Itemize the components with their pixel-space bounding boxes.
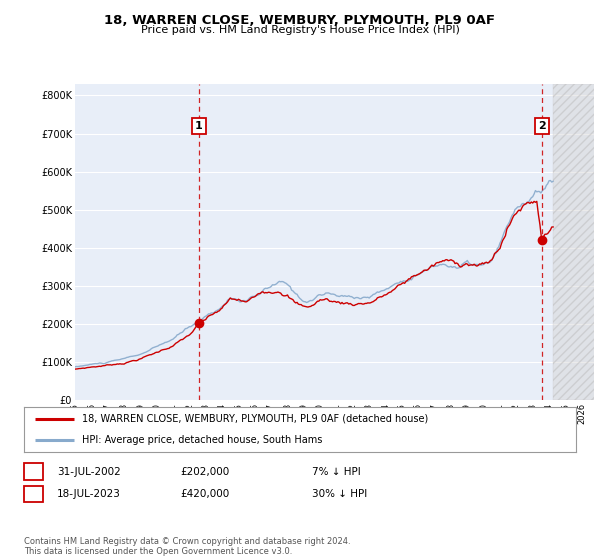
Text: 18, WARREN CLOSE, WEMBURY, PLYMOUTH, PL9 0AF: 18, WARREN CLOSE, WEMBURY, PLYMOUTH, PL9… (104, 14, 496, 27)
Text: HPI: Average price, detached house, South Hams: HPI: Average price, detached house, Sout… (82, 435, 322, 445)
Text: 2: 2 (538, 121, 545, 131)
Text: 31-JUL-2002: 31-JUL-2002 (57, 466, 121, 477)
Bar (553, 84, 600, 400)
Text: 30% ↓ HPI: 30% ↓ HPI (312, 489, 367, 499)
Text: £202,000: £202,000 (180, 466, 229, 477)
Text: 18, WARREN CLOSE, WEMBURY, PLYMOUTH, PL9 0AF (detached house): 18, WARREN CLOSE, WEMBURY, PLYMOUTH, PL9… (82, 414, 428, 424)
Text: £420,000: £420,000 (180, 489, 229, 499)
Text: 7% ↓ HPI: 7% ↓ HPI (312, 466, 361, 477)
Text: 18-JUL-2023: 18-JUL-2023 (57, 489, 121, 499)
Text: 2: 2 (30, 489, 37, 499)
Text: 1: 1 (30, 466, 37, 477)
Text: Contains HM Land Registry data © Crown copyright and database right 2024.
This d: Contains HM Land Registry data © Crown c… (24, 536, 350, 556)
Text: Price paid vs. HM Land Registry's House Price Index (HPI): Price paid vs. HM Land Registry's House … (140, 25, 460, 35)
Text: 1: 1 (195, 121, 203, 131)
